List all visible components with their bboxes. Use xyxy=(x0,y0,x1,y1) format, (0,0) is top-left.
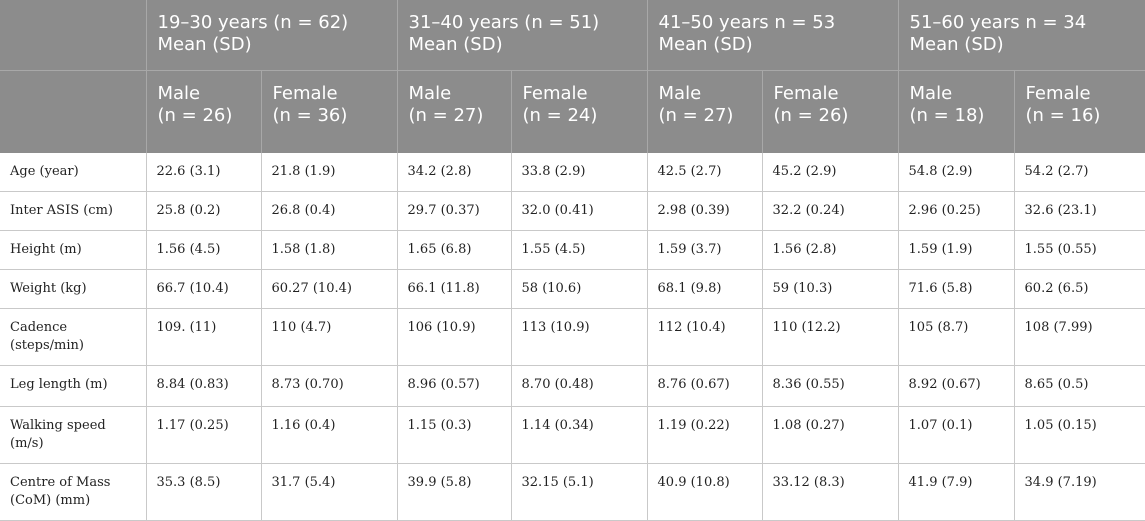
sex-header: Male (n = 27) xyxy=(396,70,512,153)
table-cell: 21.8 (1.9) xyxy=(260,153,398,192)
table-cell: 112 (10.4) xyxy=(646,308,763,366)
table-row: Walking speed (m/s) 1.17 (0.25) 1.16 (0.4… xyxy=(0,406,1145,464)
table-row: Cadence (steps/min) 109. (11) 110 (4.7) 1… xyxy=(0,308,1145,366)
table-cell: 8.96 (0.57) xyxy=(396,365,512,407)
sex-header: Female (n = 36) xyxy=(260,70,398,153)
group-header: 19–30 years (n = 62) Mean (SD) xyxy=(145,0,398,71)
table-cell: 42.5 (2.7) xyxy=(646,153,763,192)
sex-header: Male (n = 18) xyxy=(897,70,1015,153)
table-cell: 1.56 (2.8) xyxy=(761,230,899,270)
table-cell: 34.9 (7.19) xyxy=(1013,463,1145,521)
table-cell: 8.65 (0.5) xyxy=(1013,365,1145,407)
table-cell: 108 (7.99) xyxy=(1013,308,1145,366)
group-header: 31–40 years (n = 51) Mean (SD) xyxy=(396,0,648,71)
table-cell: 32.2 (0.24) xyxy=(761,191,899,231)
table-cell: 1.17 (0.25) xyxy=(145,406,261,464)
table-cell: 1.14 (0.34) xyxy=(510,406,648,464)
corner-cell xyxy=(0,70,146,153)
table-cell: 1.55 (4.5) xyxy=(510,230,648,270)
group-header: 41–50 years n = 53 Mean (SD) xyxy=(646,0,899,71)
row-label: Age (year) xyxy=(0,153,146,192)
table-cell: 25.8 (0.2) xyxy=(145,191,261,231)
header-row-groups: 19–30 years (n = 62) Mean (SD) 31–40 year… xyxy=(0,0,1145,71)
table-cell: 59 (10.3) xyxy=(761,269,899,309)
table-cell: 110 (12.2) xyxy=(761,308,899,366)
table-cell: 68.1 (9.8) xyxy=(646,269,763,309)
table-cell: 8.92 (0.67) xyxy=(897,365,1015,407)
table-cell: 33.8 (2.9) xyxy=(510,153,648,192)
table-cell: 40.9 (10.8) xyxy=(646,463,763,521)
sex-header: Female (n = 16) xyxy=(1013,70,1145,153)
table-cell: 8.73 (0.70) xyxy=(260,365,398,407)
table-row: Age (year) 22.6 (3.1) 21.8 (1.9) 34.2 (2… xyxy=(0,153,1145,192)
table-cell: 2.98 (0.39) xyxy=(646,191,763,231)
table-cell: 113 (10.9) xyxy=(510,308,648,366)
sex-header: Male (n = 26) xyxy=(145,70,261,153)
table-cell: 45.2 (2.9) xyxy=(761,153,899,192)
table-cell: 22.6 (3.1) xyxy=(145,153,261,192)
table-cell: 66.7 (10.4) xyxy=(145,269,261,309)
row-label: Inter ASIS (cm) xyxy=(0,191,146,231)
table-cell: 1.59 (3.7) xyxy=(646,230,763,270)
table-cell: 1.15 (0.3) xyxy=(396,406,512,464)
sex-header: Male (n = 27) xyxy=(646,70,763,153)
table-cell: 1.08 (0.27) xyxy=(761,406,899,464)
table-cell: 1.58 (1.8) xyxy=(260,230,398,270)
row-label: Leg length (m) xyxy=(0,365,146,407)
table-cell: 1.65 (6.8) xyxy=(396,230,512,270)
table-cell: 34.2 (2.8) xyxy=(396,153,512,192)
table-cell: 60.2 (6.5) xyxy=(1013,269,1145,309)
row-label: Weight (kg) xyxy=(0,269,146,309)
table-row: Height (m) 1.56 (4.5) 1.58 (1.8) 1.65 (6… xyxy=(0,230,1145,270)
table-row: Leg length (m) 8.84 (0.83) 8.73 (0.70) 8… xyxy=(0,365,1145,407)
table-cell: 2.96 (0.25) xyxy=(897,191,1015,231)
table-cell: 8.36 (0.55) xyxy=(761,365,899,407)
table-cell: 31.7 (5.4) xyxy=(260,463,398,521)
table-cell: 60.27 (10.4) xyxy=(260,269,398,309)
table-cell: 66.1 (11.8) xyxy=(396,269,512,309)
table-cell: 8.76 (0.67) xyxy=(646,365,763,407)
table-cell: 1.59 (1.9) xyxy=(897,230,1015,270)
header-row-sex: Male (n = 26) Female (n = 36) Male (n = 27)… xyxy=(0,70,1145,153)
table-cell: 54.2 (2.7) xyxy=(1013,153,1145,192)
table-row: Inter ASIS (cm) 25.8 (0.2) 26.8 (0.4) 29… xyxy=(0,191,1145,231)
table-cell: 35.3 (8.5) xyxy=(145,463,261,521)
table-cell: 71.6 (5.8) xyxy=(897,269,1015,309)
table-cell: 1.55 (0.55) xyxy=(1013,230,1145,270)
sex-header: Female (n = 26) xyxy=(761,70,899,153)
table-cell: 8.70 (0.48) xyxy=(510,365,648,407)
table-cell: 109. (11) xyxy=(145,308,261,366)
table-cell: 1.07 (0.1) xyxy=(897,406,1015,464)
row-label: Walking speed (m/s) xyxy=(0,406,146,464)
table-cell: 29.7 (0.37) xyxy=(396,191,512,231)
row-label: Centre of Mass (CoM) (mm) xyxy=(0,463,146,521)
corner-cell xyxy=(0,0,146,71)
table-cell: 8.84 (0.83) xyxy=(145,365,261,407)
sex-header: Female (n = 24) xyxy=(510,70,648,153)
table-row: Weight (kg) 66.7 (10.4) 60.27 (10.4) 66.… xyxy=(0,269,1145,309)
table-cell: 32.0 (0.41) xyxy=(510,191,648,231)
table-cell: 105 (8.7) xyxy=(897,308,1015,366)
table-cell: 1.16 (0.4) xyxy=(260,406,398,464)
table-cell: 54.8 (2.9) xyxy=(897,153,1015,192)
table-cell: 26.8 (0.4) xyxy=(260,191,398,231)
table-cell: 32.6 (23.1) xyxy=(1013,191,1145,231)
table-cell: 110 (4.7) xyxy=(260,308,398,366)
group-header: 51–60 years n = 34 Mean (SD) xyxy=(897,0,1145,71)
table-cell: 58 (10.6) xyxy=(510,269,648,309)
table-cell: 1.05 (0.15) xyxy=(1013,406,1145,464)
table-cell: 1.56 (4.5) xyxy=(145,230,261,270)
row-label: Cadence (steps/min) xyxy=(0,308,146,366)
row-label: Height (m) xyxy=(0,230,146,270)
table-cell: 106 (10.9) xyxy=(396,308,512,366)
table-cell: 1.19 (0.22) xyxy=(646,406,763,464)
